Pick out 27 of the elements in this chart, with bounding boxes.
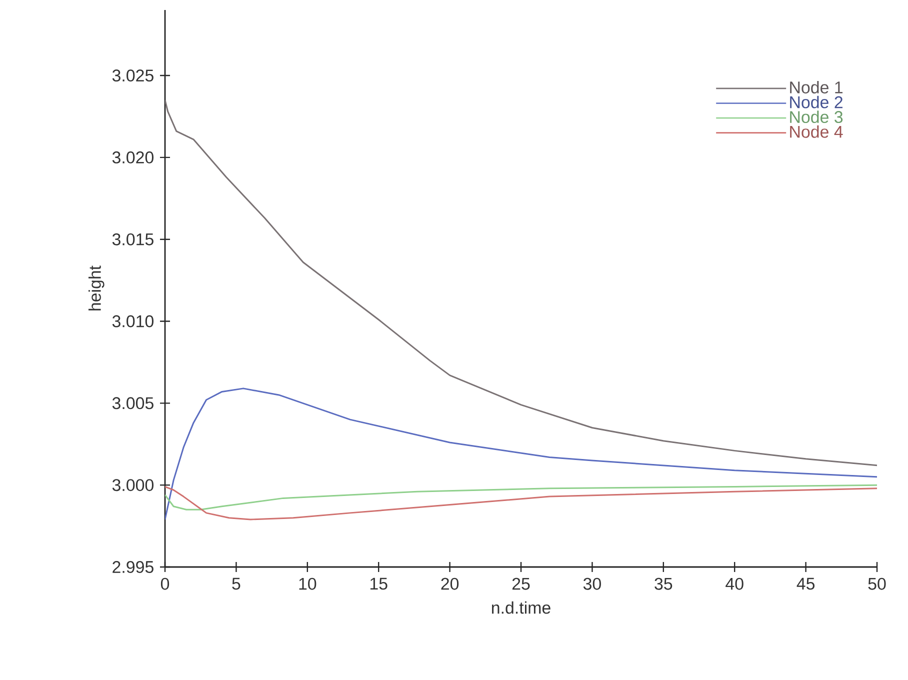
line-series (165, 388, 878, 520)
x-tick-label: 35 (654, 578, 672, 590)
y-tick-label: 3.005 (112, 397, 154, 410)
y-tick-label: 3.000 (112, 479, 154, 492)
legend-label: Node 1 (790, 81, 842, 94)
y-tick-label: 3.020 (112, 151, 154, 164)
x-tick-label: 0 (160, 578, 170, 590)
line-series (165, 484, 878, 510)
x-tick-label: 30 (583, 578, 601, 590)
x-tick-label: 45 (796, 578, 815, 590)
x-axis-title: n.d.time (492, 601, 550, 614)
x-tick-label: 20 (441, 578, 459, 590)
x-tick-label: 40 (726, 578, 744, 590)
y-tick-label: 3.010 (112, 315, 154, 328)
y-axis-title: height (88, 266, 104, 310)
x-tick-label: 15 (370, 578, 388, 590)
legend-label: Node 2 (790, 96, 842, 108)
y-tick-label: 3.025 (112, 70, 154, 82)
legend-label: Node 4 (790, 125, 843, 138)
line-series (165, 486, 878, 520)
x-tick-label: 25 (512, 578, 530, 590)
x-tick-label: 10 (299, 578, 316, 590)
x-tick-label: 5 (232, 578, 240, 590)
legend-label: Node 3 (790, 110, 843, 124)
y-tick-label: 3.015 (112, 233, 154, 246)
y-tick-label: 2.995 (112, 561, 154, 573)
x-tick-label: 50 (868, 578, 886, 590)
